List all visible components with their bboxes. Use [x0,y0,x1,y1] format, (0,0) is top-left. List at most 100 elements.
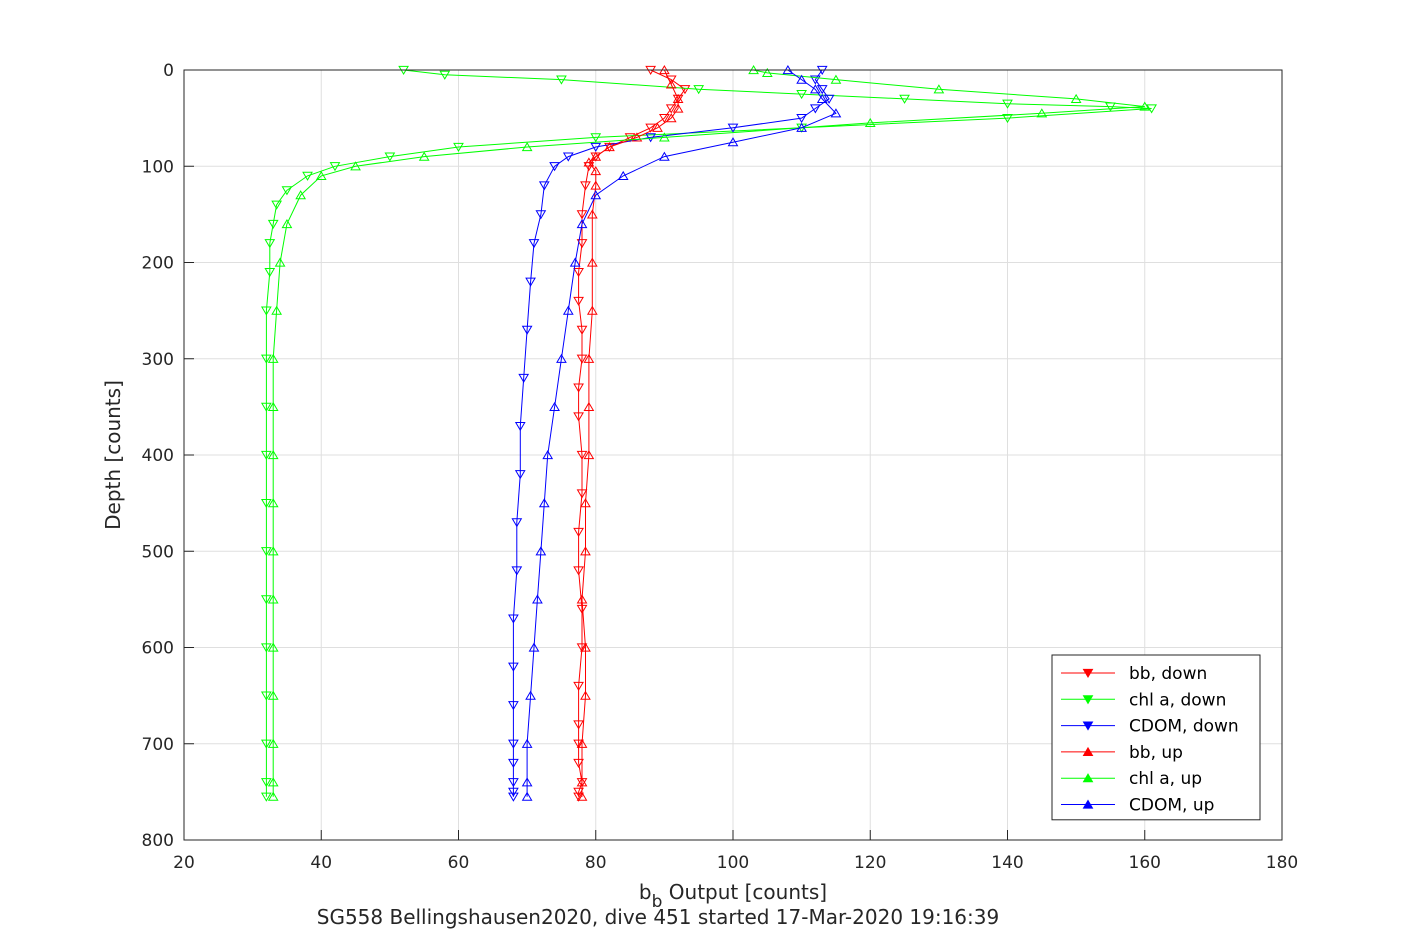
data-point [576,210,588,220]
data-point [576,777,588,787]
data-point [576,218,588,229]
data-point [315,170,327,180]
data-point [528,642,540,652]
x-tick-label: 140 [991,853,1023,873]
data-point [573,681,584,692]
legend-marker [1082,799,1094,809]
x-axis-title-symbol: b [639,880,652,904]
legend-marker [1082,695,1094,705]
data-point [816,85,828,95]
data-point [590,190,602,200]
data-point [576,791,588,801]
data-point [350,161,361,171]
series-line [581,69,679,797]
data-point [281,218,293,229]
data-point [573,566,584,576]
data-point [624,133,636,143]
data-point [576,489,588,499]
data-point [576,594,588,604]
data-point [796,89,807,100]
data-point [556,75,567,85]
series-chl-a-down [260,65,1157,802]
data-point [617,170,629,180]
data-point [679,85,691,95]
y-tick-label: 800 [142,831,174,851]
data-point [518,373,530,384]
data-point [508,792,519,802]
data-point [573,792,584,802]
series-cdom-up [521,64,842,801]
data-point [590,142,602,153]
data-point [549,401,560,411]
data-point [580,546,591,556]
data-point [796,74,807,84]
data-point [659,114,670,124]
data-point [573,412,584,422]
data-point [823,94,835,104]
series-line [272,69,1145,797]
legend-marker [1082,746,1094,756]
data-point [267,353,279,363]
legend-item-cdom-up: CDOM, up [1061,796,1214,816]
legend-label: chl a, down [1129,690,1226,710]
data-point [556,353,567,363]
ticks: 20 40 60 80 100 120 140 160 180 0 100 200 300 400 500 6… [142,61,1299,873]
data-point [271,305,283,315]
data-point [329,162,341,172]
data-point [521,141,533,152]
data-point [267,401,279,411]
data-point [384,152,396,162]
legend-marker [1082,773,1094,783]
legend-label: bb, up [1129,743,1183,763]
data-point [665,79,677,89]
data-point [260,595,272,605]
data-point [267,449,279,460]
data-point [267,219,279,230]
data-point [260,691,272,701]
data-point [521,777,533,787]
data-point [573,527,584,538]
data-point [260,739,272,749]
data-point [583,401,595,411]
data-point [508,614,519,624]
data-point [538,498,550,508]
data-point [542,449,554,460]
data-point [521,791,533,801]
y-tick-label: 100 [142,157,174,177]
legend-item-bb-down: bb, down [1061,664,1207,684]
series-line [265,69,1152,797]
data-point [508,778,519,788]
data-point [586,257,598,267]
data-point [1002,114,1013,124]
data-point [796,122,807,132]
legend-item-chl-a-up: chl a, up [1061,769,1202,789]
data-point [439,70,451,80]
data-point [267,690,279,700]
data-point [267,777,279,787]
series-cdom-down [508,65,835,802]
x-axis-title: bb Output [counts] [639,880,827,912]
data-point [1070,93,1082,103]
data-point [573,720,584,730]
data-point [264,239,276,249]
data-point [260,778,272,788]
series-line [526,69,837,797]
x-tick-label: 40 [310,853,332,873]
data-point [538,181,550,191]
data-point [583,353,595,363]
y-tick-label: 300 [142,350,174,370]
data-point [590,166,602,176]
data-point [1036,108,1048,118]
chart-caption: SG558 Bellingshausen2020, dive 451 start… [317,905,999,929]
data-point [693,85,705,95]
data-point [573,383,584,393]
data-point [267,738,279,748]
data-point [562,305,574,315]
data-point [631,132,643,142]
data-point [302,171,313,181]
data-point [580,642,591,652]
data-point [586,209,598,219]
data-point [508,701,519,711]
x-axis-title-rest: Output [counts] [662,880,827,904]
data-point [672,103,684,113]
